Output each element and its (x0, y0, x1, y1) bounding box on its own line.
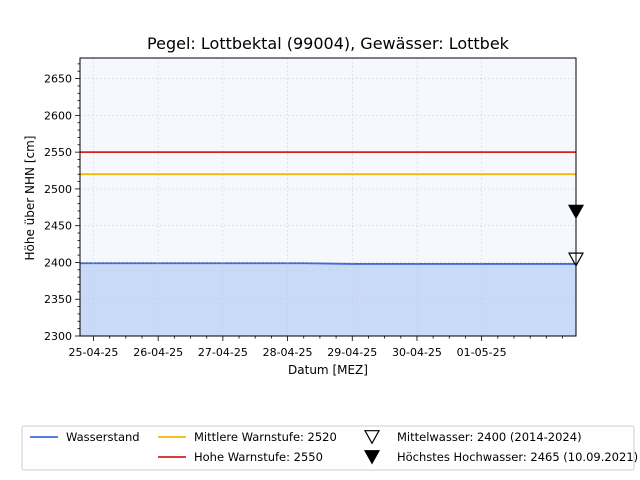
legend-wasserstand-text: Wasserstand (66, 430, 140, 444)
legend-mittelwasser-text: Mittelwasser: 2400 (2014-2024) (397, 430, 582, 444)
legend-hohe-warnstufe: Hohe Warnstufe: 2550 (158, 450, 323, 464)
x-axis-label: Datum [MEZ] (288, 363, 368, 377)
y-tick-label: 2550 (44, 146, 72, 159)
legend: Wasserstand Mittlere Warnstufe: 2520 Hohe … (21, 425, 638, 471)
legend-wasserstand: Wasserstand (30, 430, 140, 444)
x-tick-label: 28-04-25 (263, 346, 313, 359)
legend-hoechstes-hochwasser-symbol (363, 450, 381, 465)
plot-area (80, 58, 585, 337)
x-tick-label: 01-05-25 (457, 346, 507, 359)
y-tick-label: 2450 (44, 220, 72, 233)
legend-mittlere-warnstufe-text: Mittlere Warnstufe: 2520 (194, 430, 337, 444)
x-tick-label: 25-04-25 (69, 346, 119, 359)
legend-hoechstes-hochwasser: Höchstes Hochwasser: 2465 (10.09.2021) (363, 450, 638, 465)
legend-hohe-warnstufe-text: Hohe Warnstufe: 2550 (194, 450, 323, 464)
series-line-wasserstand (80, 262, 576, 265)
y-tick-label: 2400 (44, 256, 72, 269)
x-tick-label: 30-04-25 (392, 346, 442, 359)
x-tick-label: 29-04-25 (327, 346, 377, 359)
legend-hoechstes-hochwasser-text: Höchstes Hochwasser: 2465 (10.09.2021) (397, 450, 638, 464)
chart-title: Pegel: Lottbektal (99004), Gewässer: Lot… (147, 34, 510, 53)
y-tick-label: 2300 (44, 330, 72, 343)
plot-frame (79, 57, 577, 337)
y-tick-label: 2650 (44, 73, 72, 86)
y-tick-label: 2600 (44, 109, 72, 122)
legend-mittlere-warnstufe: Mittlere Warnstufe: 2520 (158, 430, 337, 444)
axes: 2300 2350 2400 2450 2500 2550 2600 2650 25-04-25… (44, 57, 577, 359)
legend-mittelwasser-symbol (363, 430, 381, 445)
series-area (80, 263, 576, 336)
x-tick-label: 26-04-25 (133, 346, 183, 359)
y-axis-label: Höhe über NHN [cm] (23, 136, 37, 261)
y-tick-label: 2500 (44, 183, 72, 196)
x-tick-label: 27-04-25 (198, 346, 248, 359)
y-tick-label: 2350 (44, 293, 72, 306)
legend-mittelwasser: Mittelwasser: 2400 (2014-2024) (363, 430, 582, 445)
